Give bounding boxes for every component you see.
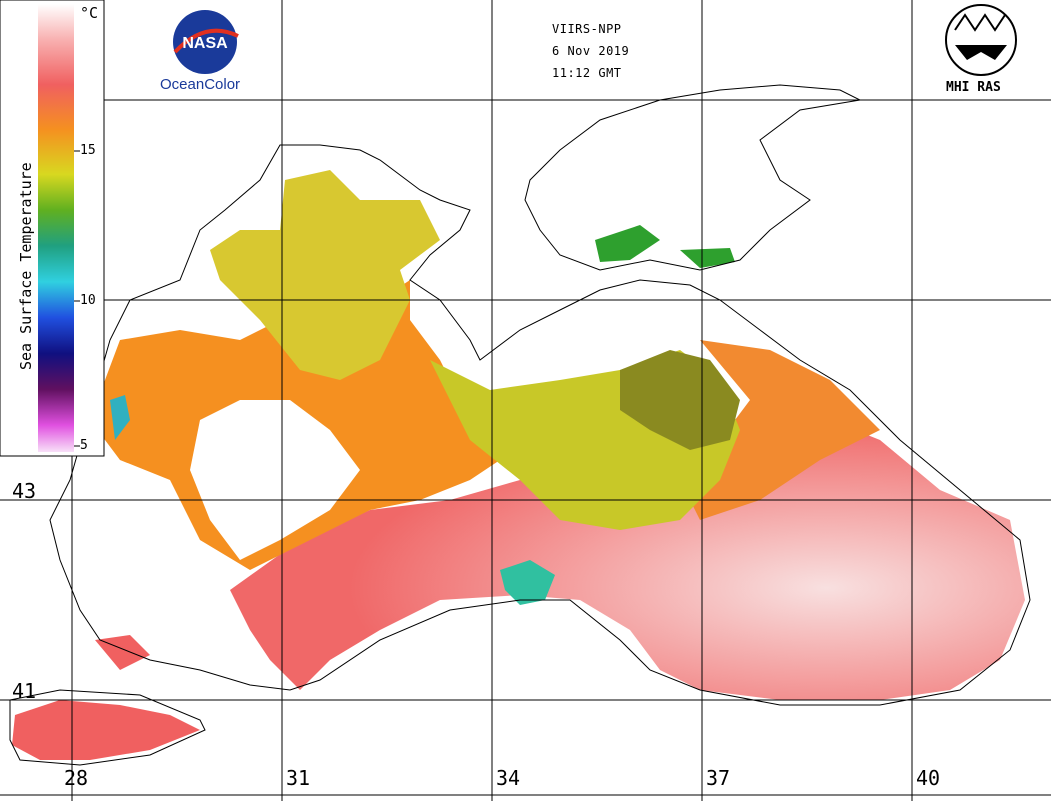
colorbar: [38, 4, 74, 452]
lon-label: 37: [706, 766, 730, 790]
mhi-ras-label: MHI RAS: [946, 80, 1001, 95]
date-label: 6 Nov 2019: [552, 44, 629, 58]
colorbar-unit: °C: [80, 4, 98, 22]
lon-label: 34: [496, 766, 520, 790]
colorbar-tick: 5: [80, 438, 88, 453]
colorbar-tick: 15: [80, 143, 96, 158]
temperature-field: [12, 170, 1025, 760]
colorbar-title: Sea Surface Temperature: [17, 162, 35, 370]
lat-label: 43: [12, 479, 36, 503]
azov-green-patch-2: [680, 248, 735, 268]
azov-green-patch: [595, 225, 660, 262]
time-label: 11:12 GMT: [552, 66, 622, 80]
colorbar-tick: 10: [80, 293, 96, 308]
red-patch: [95, 635, 150, 670]
marmara-sea: [12, 700, 200, 760]
lon-label: 40: [916, 766, 940, 790]
oceancolor-label: OceanColor: [160, 76, 240, 93]
nasa-logo-text: NASA: [182, 35, 228, 52]
satellite-label: VIIRS-NPP: [552, 22, 622, 36]
lon-label: 31: [286, 766, 310, 790]
lon-label: 28: [64, 766, 88, 790]
lat-label: 41: [12, 679, 36, 703]
